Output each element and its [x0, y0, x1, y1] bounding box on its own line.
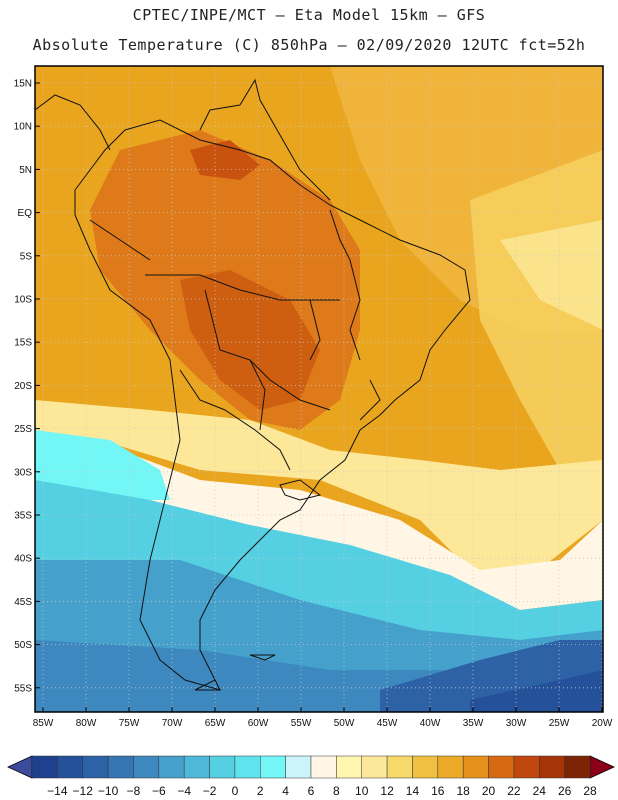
colorbar-swatch	[183, 755, 210, 779]
colorbar-swatch	[107, 755, 134, 779]
lat-label: 25S	[14, 424, 32, 435]
colorbar	[7, 755, 615, 779]
colorbar-swatch	[336, 755, 362, 779]
lon-label: 25W	[549, 718, 570, 729]
colorbar-label: 0	[232, 784, 239, 798]
colorbar-label: 26	[558, 784, 572, 798]
lon-label: 55W	[291, 718, 312, 729]
colorbar-label: −4	[177, 784, 191, 798]
colorbar-label: 14	[406, 784, 420, 798]
map-title-line1: CPTEC/INPE/MCT – Eta Model 15km – GFS	[132, 6, 486, 24]
map-frame	[34, 65, 604, 713]
lat-label: 45S	[14, 597, 32, 608]
colorbar-label: 8	[333, 784, 340, 798]
colorbar-label: 22	[507, 784, 521, 798]
lat-label: 5N	[19, 165, 32, 176]
lat-label: 20S	[14, 381, 32, 392]
lon-label: 40W	[420, 718, 441, 729]
colorbar-swatch	[386, 755, 413, 779]
map-title-line2: Absolute Temperature (C) 850hPa – 02/09/…	[32, 36, 586, 54]
colorbar-swatch	[31, 755, 58, 779]
colorbar-label: 18	[457, 784, 471, 798]
lat-label: 50S	[14, 640, 32, 651]
lat-label: 10S	[14, 295, 32, 306]
colorbar-swatch	[57, 755, 83, 779]
lat-label: 35S	[14, 511, 32, 522]
lat-label: 40S	[14, 554, 32, 565]
lon-label: 60W	[248, 718, 269, 729]
lon-label: 20W	[592, 718, 613, 729]
colorbar-label: 20	[482, 784, 496, 798]
colorbar-label: 24	[533, 784, 547, 798]
colorbar-label: 10	[355, 784, 369, 798]
lon-label: 85W	[33, 718, 54, 729]
colorbar-label: −10	[98, 784, 119, 798]
colorbar-swatch	[462, 755, 489, 779]
colorbar-swatch	[488, 755, 515, 779]
colorbar-swatch	[564, 755, 591, 779]
colorbar-swatch	[209, 755, 236, 779]
colorbar-swatch	[539, 755, 565, 779]
lat-label: 30S	[14, 467, 32, 478]
colorbar-swatch	[158, 755, 185, 779]
temperature-field	[35, 66, 603, 712]
colorbar-label: 4	[282, 784, 289, 798]
colorbar-swatch	[310, 755, 337, 779]
colorbar-swatch	[133, 755, 160, 779]
colorbar-swatch	[412, 755, 439, 779]
coastlines	[35, 78, 471, 691]
colorbar-swatch	[234, 755, 261, 779]
lon-label: 80W	[76, 718, 97, 729]
lat-label: EQ	[18, 208, 33, 219]
lat-label: 5S	[20, 251, 33, 262]
colorbar-label: −12	[73, 784, 94, 798]
colorbar-label: 28	[583, 784, 597, 798]
lon-label: 65W	[205, 718, 226, 729]
latitude-labels: 15N 10N 5N EQ 5S 10S 15S 20S 25S 30S 35S 40S 45S 50S 5…	[14, 79, 40, 694]
colorbar-swatch	[513, 755, 540, 779]
lat-label: 15N	[14, 79, 32, 90]
lat-label: 10N	[14, 122, 32, 133]
colorbar-labels: −14 −12 −10 −8 −6 −4 −2 0 2 4 6 8 10 12 14 16 18 20 22 24 26…	[47, 784, 597, 798]
lon-label: 30W	[506, 718, 527, 729]
colorbar-swatch	[361, 755, 388, 779]
colorbar-label: 6	[308, 784, 315, 798]
colorbar-label: −14	[47, 784, 68, 798]
lon-label: 45W	[377, 718, 398, 729]
colorbar-swatch	[437, 755, 464, 779]
lon-label: 70W	[162, 718, 183, 729]
colorbar-swatch	[82, 755, 109, 779]
colorbar-swatch	[260, 755, 286, 779]
colorbar-below-triangle	[7, 755, 33, 779]
lat-label: 55S	[14, 683, 32, 694]
lon-label: 75W	[119, 718, 140, 729]
colorbar-label: 12	[380, 784, 394, 798]
colorbar-label: −6	[152, 784, 166, 798]
colorbar-label: 16	[431, 784, 445, 798]
colorbar-label: −8	[127, 784, 141, 798]
lon-label: 35W	[463, 718, 484, 729]
colorbar-label: −2	[203, 784, 217, 798]
lon-label: 50W	[334, 718, 355, 729]
colorbar-above-triangle	[589, 755, 615, 779]
longitude-labels: 85W 80W 75W 70W 65W 60W 55W 50W 45W 40W 35W 30W 25W 2…	[33, 707, 613, 729]
colorbar-label: 2	[257, 784, 264, 798]
colorbar-swatch	[285, 755, 312, 779]
lat-label: 15S	[14, 338, 32, 349]
